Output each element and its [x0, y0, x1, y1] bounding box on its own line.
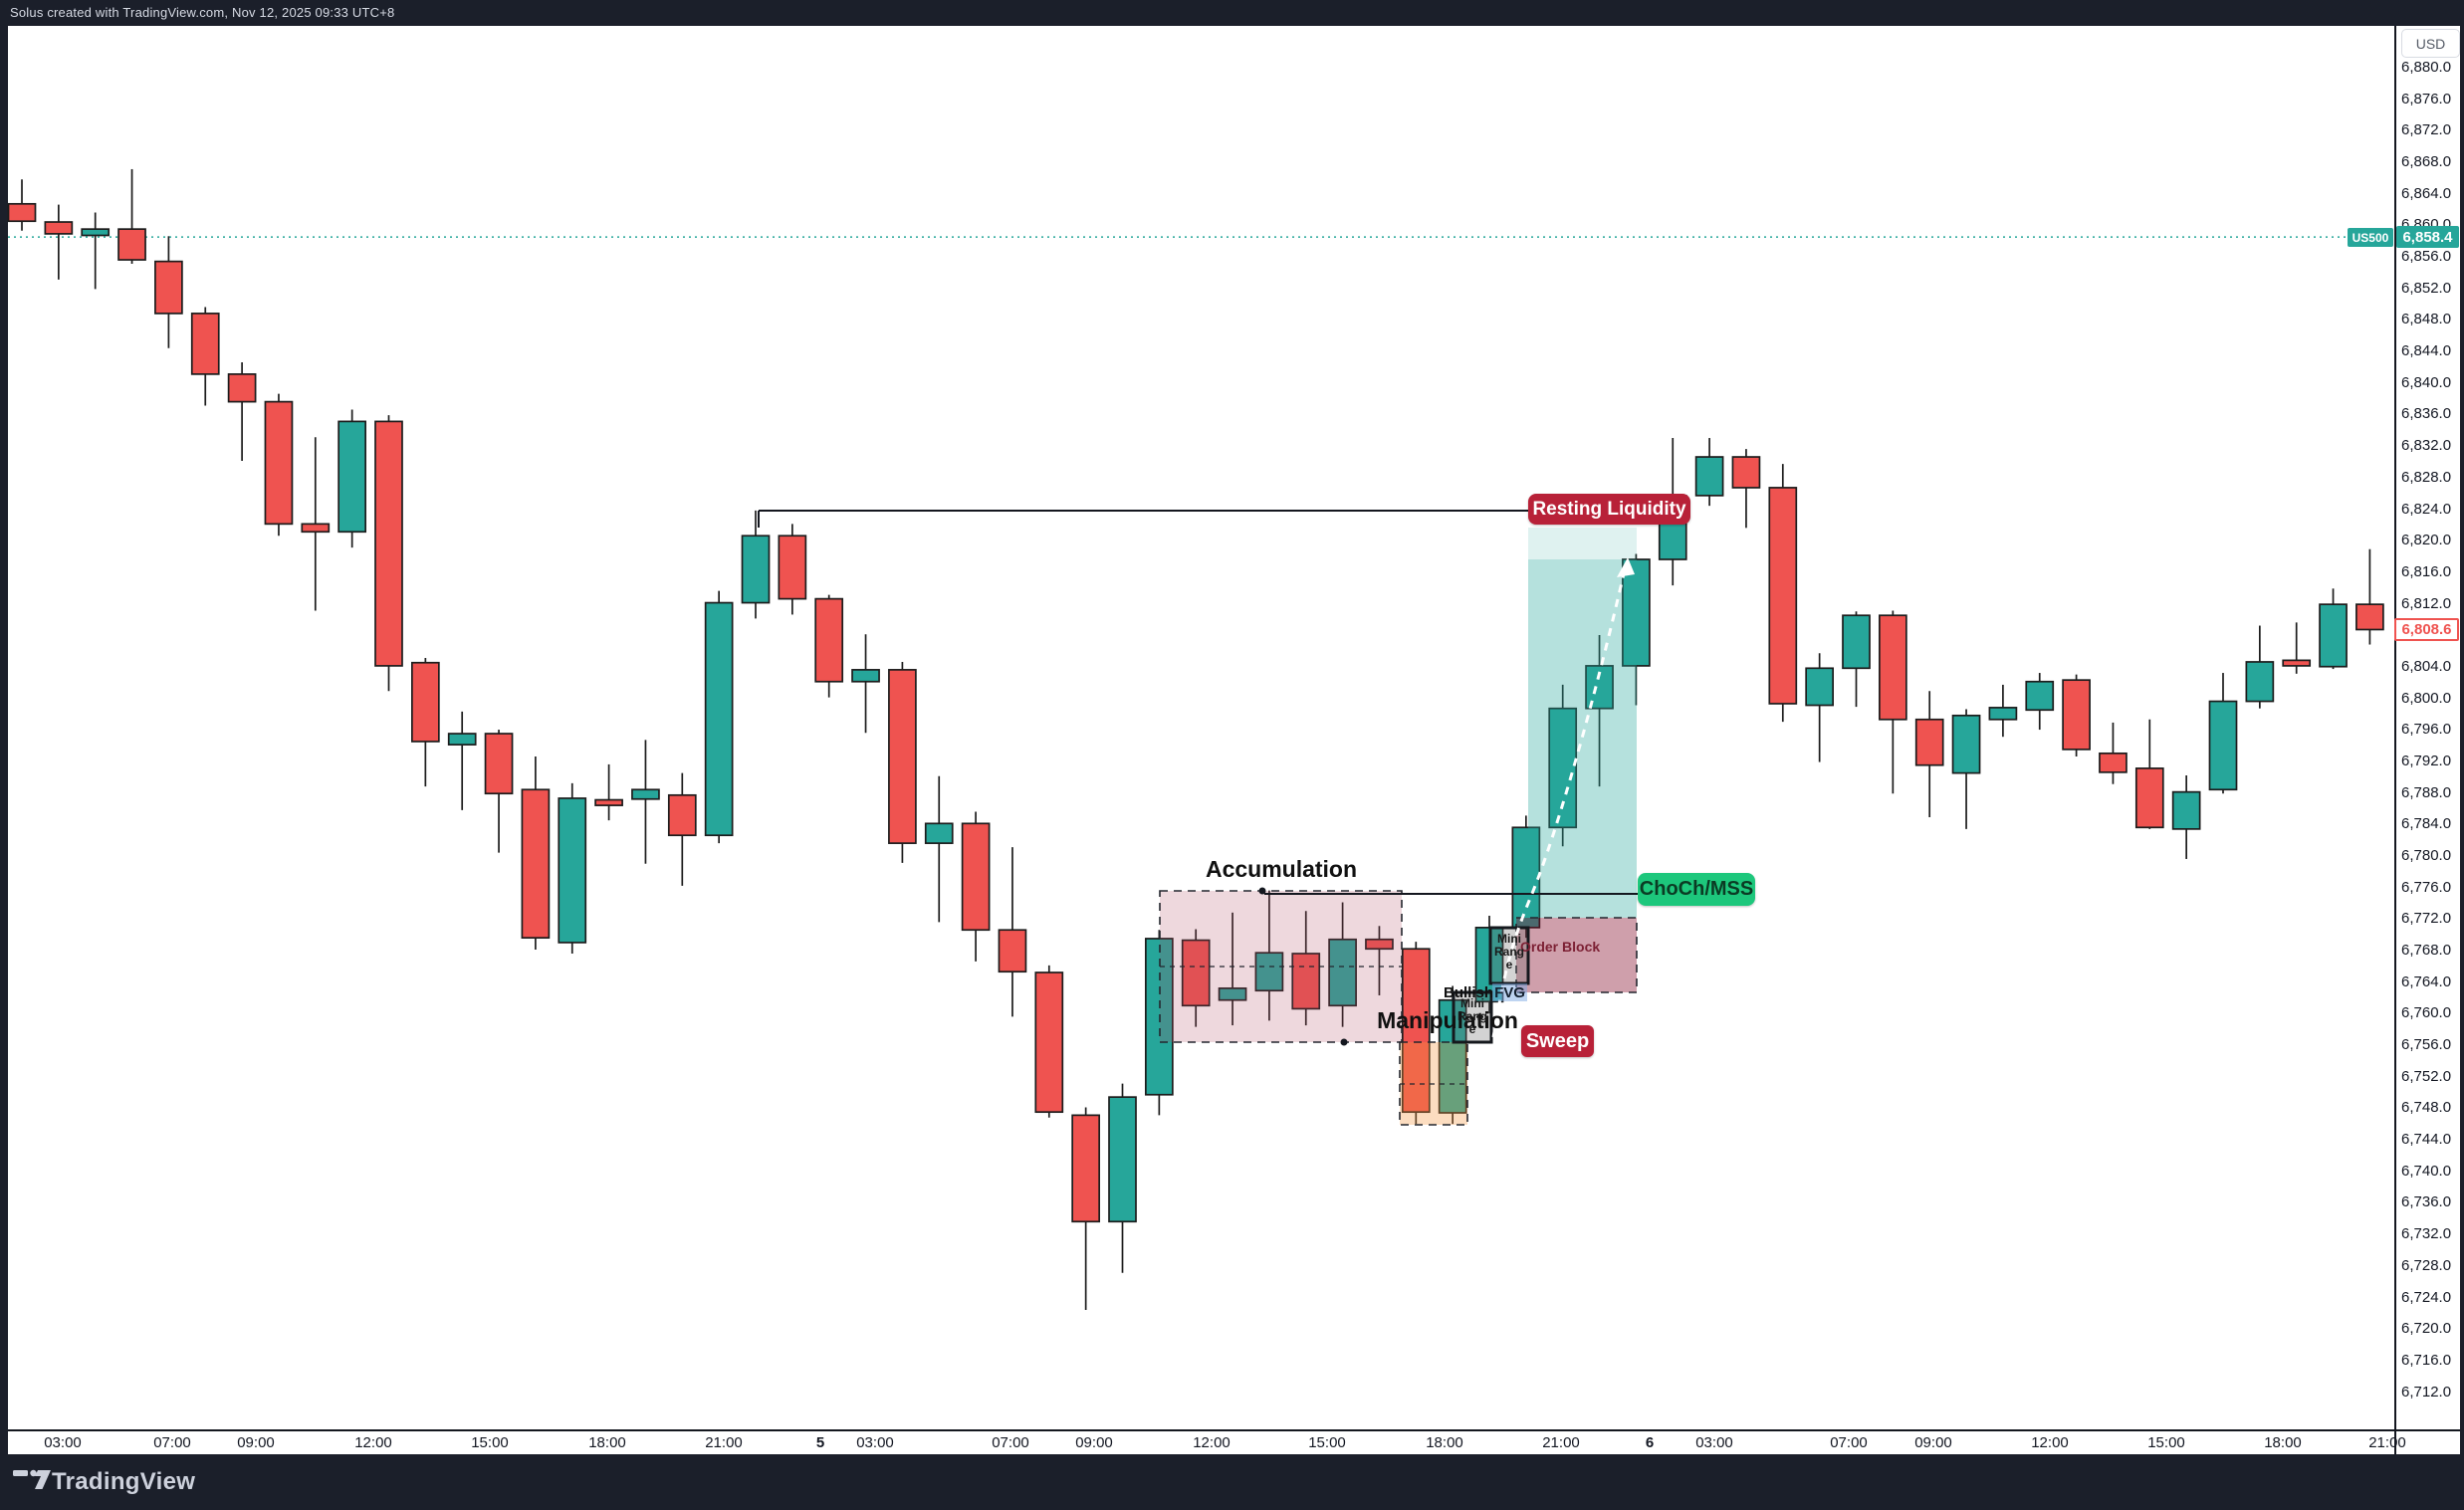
time-tick: 21:00	[705, 1434, 743, 1451]
price-tick: 6,716.0	[2401, 1351, 2452, 1369]
fvg-label[interactable]: FVG	[1492, 983, 1527, 1001]
price-tick: 6,796.0	[2401, 721, 2452, 739]
price-tick: 6,756.0	[2401, 1036, 2452, 1054]
price-tick: 6,868.0	[2401, 153, 2452, 171]
mini-range-label-1[interactable]: Mini Range	[1457, 996, 1487, 1036]
price-tick: 6,768.0	[2401, 942, 2452, 960]
time-tick: 03:00	[856, 1434, 894, 1451]
price-tick: 6,844.0	[2401, 342, 2452, 360]
price-tick: 6,740.0	[2401, 1162, 2452, 1180]
time-tick: 12:00	[2031, 1434, 2069, 1451]
accumulation-label[interactable]: Accumulation	[1205, 856, 1358, 882]
price-tick: 6,728.0	[2401, 1256, 2452, 1274]
previous-close-tag: 6,808.6	[2394, 618, 2459, 641]
time-tick: 12:00	[1193, 1434, 1231, 1451]
choch-mss-label[interactable]: ChoCh/MSS	[1638, 873, 1755, 906]
price-tick: 6,712.0	[2401, 1383, 2452, 1401]
price-tick: 6,832.0	[2401, 437, 2452, 455]
current-price-tag: 6,858.4	[2396, 226, 2459, 248]
bottom-bar	[0, 1454, 2464, 1510]
price-tick: 6,772.0	[2401, 910, 2452, 928]
price-tick: 6,828.0	[2401, 468, 2452, 486]
price-tick: 6,732.0	[2401, 1225, 2452, 1243]
time-tick: 18:00	[2264, 1434, 2302, 1451]
price-tick: 6,856.0	[2401, 248, 2452, 266]
price-tick: 6,812.0	[2401, 594, 2452, 612]
time-tick: 09:00	[1075, 1434, 1113, 1451]
price-tick: 6,764.0	[2401, 972, 2452, 990]
time-tick: 12:00	[354, 1434, 392, 1451]
time-tick: 21:00	[1542, 1434, 1580, 1451]
price-tick: 6,864.0	[2401, 184, 2452, 202]
price-tick: 6,816.0	[2401, 562, 2452, 580]
time-tick: 03:00	[1695, 1434, 1733, 1451]
time-tick: 07:00	[153, 1434, 191, 1451]
time-tick: 07:00	[1830, 1434, 1868, 1451]
candles	[7, 168, 2384, 1310]
time-tick: 18:00	[1426, 1434, 1463, 1451]
time-tick: 5	[815, 1434, 825, 1451]
price-tick: 6,780.0	[2401, 847, 2452, 864]
price-tick: 6,876.0	[2401, 90, 2452, 108]
price-tick: 6,848.0	[2401, 311, 2452, 328]
price-tick: 6,776.0	[2401, 878, 2452, 896]
price-tick: 6,748.0	[2401, 1099, 2452, 1117]
time-tick: 15:00	[2147, 1434, 2185, 1451]
price-tick: 6,800.0	[2401, 689, 2452, 707]
currency-unit-button[interactable]: USD	[2401, 29, 2460, 58]
price-tick: 6,804.0	[2401, 657, 2452, 675]
price-tick: 6,724.0	[2401, 1288, 2452, 1306]
price-tick: 6,720.0	[2401, 1320, 2452, 1338]
time-tick: 18:00	[588, 1434, 626, 1451]
price-tick: 6,760.0	[2401, 1004, 2452, 1022]
time-tick: 07:00	[992, 1434, 1029, 1451]
price-tick: 6,840.0	[2401, 373, 2452, 391]
time-tick: 03:00	[44, 1434, 82, 1451]
time-tick: 21:00	[2368, 1434, 2406, 1451]
price-tick: 6,824.0	[2401, 500, 2452, 518]
time-tick: 6	[1645, 1434, 1655, 1451]
price-tick: 6,744.0	[2401, 1131, 2452, 1149]
price-tick: 6,784.0	[2401, 815, 2452, 833]
price-tick: 6,836.0	[2401, 405, 2452, 423]
tradingview-wordmark[interactable]: TradingView	[52, 1468, 196, 1495]
price-tick: 6,752.0	[2401, 1067, 2452, 1085]
time-tick: 15:00	[1308, 1434, 1346, 1451]
tradingview-logo-icon[interactable]	[12, 1467, 52, 1493]
bullish-fvg-label[interactable]: Bullish	[1444, 984, 1494, 1001]
resting-liquidity-label[interactable]: Resting Liquidity	[1528, 494, 1690, 525]
mini-range-label-2[interactable]: Mini Range	[1494, 932, 1524, 971]
price-tick: 6,792.0	[2401, 752, 2452, 769]
attribution-text: Solus created with TradingView.com, Nov …	[10, 5, 395, 20]
time-tick: 09:00	[237, 1434, 275, 1451]
time-tick: 09:00	[1914, 1434, 1952, 1451]
sweep-label[interactable]: Sweep	[1521, 1025, 1594, 1057]
price-tick: 6,736.0	[2401, 1193, 2452, 1211]
price-tick: 6,788.0	[2401, 783, 2452, 801]
symbol-price-tag: US500	[2348, 228, 2393, 247]
time-tick: 15:00	[471, 1434, 509, 1451]
price-tick: 6,872.0	[2401, 121, 2452, 139]
order-block-label[interactable]: Order Block	[1520, 939, 1601, 955]
price-tick: 6,880.0	[2401, 59, 2452, 76]
price-tick: 6,852.0	[2401, 279, 2452, 297]
top-attribution-bar: Solus created with TradingView.com, Nov …	[0, 0, 2464, 26]
price-tick: 6,820.0	[2401, 532, 2452, 549]
manipulation-label[interactable]: Manipulation	[1377, 1007, 1518, 1033]
